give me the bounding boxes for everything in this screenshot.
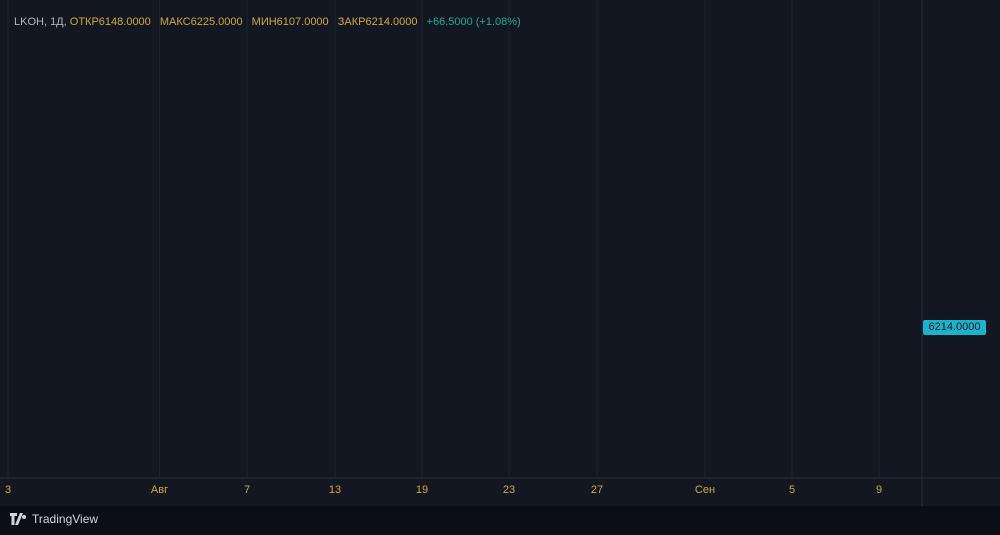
close-value: 6214.0000 <box>365 16 418 28</box>
x-tick-label: 7 <box>244 484 250 496</box>
low-label: МИН <box>251 16 277 28</box>
last-price-tag: 6214.0000 <box>923 320 986 335</box>
x-tick-label: 3 <box>5 484 11 496</box>
grid <box>7 0 880 478</box>
x-tick-label: Сен <box>695 484 715 496</box>
ohlc-legend: LKOH, 1Д, ОТКР6148.0000 МАКС6225.0000 МИ… <box>14 16 521 28</box>
high-label: МАКС <box>159 16 191 28</box>
x-tick-label: 19 <box>416 484 428 496</box>
x-tick-label: 5 <box>789 484 795 496</box>
close-label: ЗАКР <box>337 16 366 28</box>
x-tick-label: 13 <box>329 484 341 496</box>
symbol-label[interactable]: LKOH, 1Д, <box>14 16 67 28</box>
price-chart[interactable]: 6000.00006100.00006200.00006300.00006400… <box>0 0 1000 506</box>
x-tick-label: 9 <box>876 484 882 496</box>
low-value: 6107.0000 <box>276 16 329 28</box>
change-value: +66.5000 (+1.08%) <box>426 16 521 28</box>
tradingview-logo[interactable]: TradingView <box>10 512 98 526</box>
brand-name: TradingView <box>32 512 99 526</box>
footer-bar: TradingView <box>0 506 1000 535</box>
x-tick-label: Авг <box>151 484 168 496</box>
time-axis[interactable]: 3 Авг 7 13 19 23 27 Сен 5 9 <box>5 484 882 496</box>
open-value: 6148.0000 <box>98 16 151 28</box>
open-label: ОТКР <box>69 16 99 28</box>
tradingview-icon <box>10 513 26 525</box>
x-tick-label: 27 <box>591 484 603 496</box>
x-tick-label: 23 <box>503 484 515 496</box>
high-value: 6225.0000 <box>190 16 243 28</box>
